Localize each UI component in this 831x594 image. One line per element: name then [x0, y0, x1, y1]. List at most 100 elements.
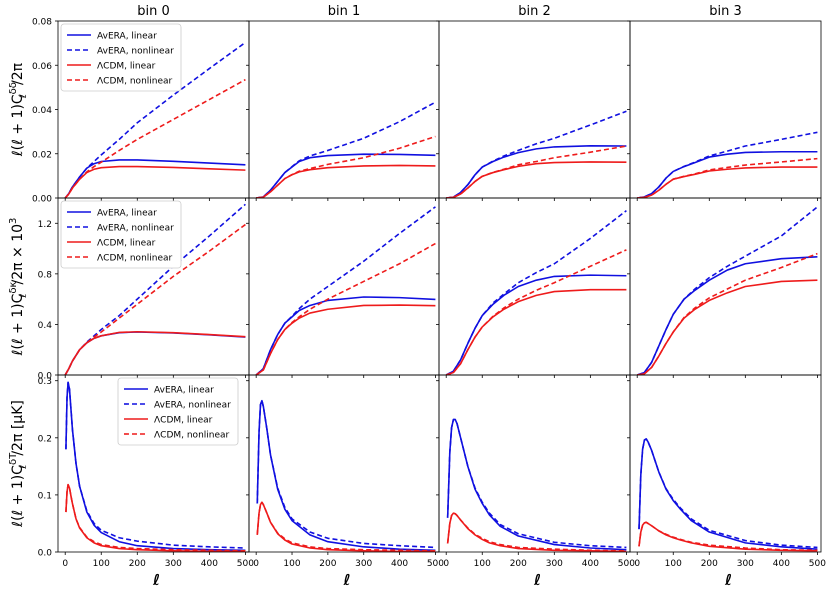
- panel-delta-T-1: 0 100 200 300 400 500 ℓ: [246, 374, 444, 589]
- series-line-avera-nonlinear: [636, 206, 818, 375]
- series-line-avera-nonlinear: [65, 381, 246, 549]
- x-tick-label: 300: [546, 559, 563, 569]
- x-tick-label: 400: [391, 559, 408, 569]
- series-line--cdm-nonlinear: [637, 252, 818, 375]
- series-line--cdm-nonlinear: [64, 223, 246, 375]
- column-title-bin-0: bin 0: [137, 4, 170, 19]
- legend-delta-delta: AvERA, linear AvERA, nonlinear ΛCDM, linea…: [60, 23, 182, 92]
- panel-delta-kappa-3: [627, 197, 822, 378]
- panel-frame: [438, 20, 631, 199]
- series-group: [65, 381, 246, 552]
- series-line--cdm-nonlinear: [256, 135, 436, 198]
- x-tick-label: 0: [634, 559, 640, 569]
- panel-delta-T-3: 0 100 200 300 400 500 ℓ: [627, 374, 826, 589]
- x-tick-label: 400: [201, 559, 218, 569]
- series-line-avera-nonlinear: [446, 418, 627, 549]
- plot-grid: bin 0 bin 1 bin 2 bin 3ℓ(ℓ + 1)Cδδℓ/2π0.000…: [8, 4, 826, 589]
- y-tick-label: 0.4: [38, 321, 53, 331]
- series-group: [256, 101, 436, 198]
- legend-delta-kappa: AvERA, linear AvERA, nonlinear ΛCDM, linea…: [60, 200, 182, 269]
- x-tick-label: 200: [701, 559, 718, 569]
- legend-label: ΛCDM, nonlinear: [154, 431, 230, 441]
- panel-delta-kappa-1: [246, 197, 440, 378]
- y-axis-label-delta-kappa: ℓ(ℓ + 1)Cδκℓ/2π × 103: [8, 218, 29, 357]
- x-tick-label: 500: [237, 559, 254, 569]
- legend-label: AvERA, nonlinear: [97, 47, 174, 57]
- series-line--cdm-linear: [446, 512, 627, 552]
- series-line-avera-nonlinear: [256, 101, 436, 198]
- panel-frame: [629, 197, 822, 376]
- series-line--cdm-linear: [446, 161, 627, 198]
- x-tick-label: 400: [582, 559, 599, 569]
- series-line-avera-nonlinear: [255, 206, 436, 375]
- series-line-avera-linear: [256, 153, 436, 198]
- x-tick-label: 0: [253, 559, 259, 569]
- y-axis-label-delta-delta: ℓ(ℓ + 1)Cδδℓ/2π: [8, 62, 29, 157]
- x-tick-label: 200: [319, 559, 336, 569]
- y-tick-label: 0.3: [38, 377, 52, 387]
- legend-box: [60, 200, 182, 269]
- series-group: [446, 110, 627, 198]
- y-tick-label: 0.2: [38, 434, 52, 444]
- panel-frame: [629, 374, 822, 553]
- panel-delta-kappa-2: [436, 197, 631, 378]
- series-line--cdm-nonlinear: [445, 249, 627, 375]
- x-tick-label: 200: [510, 559, 527, 569]
- panel-delta-delta-2: [436, 20, 631, 201]
- y-tick-label: 0.02: [32, 150, 52, 160]
- y-tick-label: 0.0: [38, 549, 53, 559]
- series-line--cdm-linear: [637, 279, 818, 375]
- legend-label: ΛCDM, linear: [97, 62, 156, 72]
- legend-box: [117, 377, 239, 446]
- panel-frame: [248, 20, 440, 199]
- column-title-bin-2: bin 2: [518, 4, 551, 19]
- series-line--cdm-linear: [64, 165, 246, 198]
- y-tick-label: 0.06: [32, 62, 52, 72]
- series-line--cdm-nonlinear: [255, 242, 436, 375]
- x-tick-label: 300: [355, 559, 372, 569]
- panel-delta-T-0: 0 100 200 300 400 500 ℓ: [55, 374, 254, 589]
- legend-label: AvERA, linear: [97, 32, 157, 42]
- panel-delta-delta-1: [246, 20, 440, 201]
- series-group: [446, 418, 627, 552]
- series-line-avera-linear: [638, 438, 818, 550]
- x-tick-label: 100: [283, 559, 300, 569]
- series-line-avera-linear: [256, 399, 436, 552]
- x-tick-label: 100: [474, 559, 491, 569]
- x-tick-label: 100: [93, 559, 110, 569]
- panel-delta-delta-3: [627, 20, 822, 201]
- series-group: [445, 210, 627, 375]
- series-line--cdm-nonlinear: [256, 501, 436, 552]
- legend-box: [60, 23, 182, 92]
- x-axis-label: ℓ: [533, 571, 541, 589]
- x-tick-label: 500: [618, 559, 635, 569]
- series-line-avera-nonlinear: [446, 110, 627, 198]
- column-title-bin-1: bin 1: [328, 4, 361, 19]
- series-line--cdm-linear: [637, 166, 818, 198]
- y-tick-label: 0.1: [38, 491, 52, 501]
- series-line-avera-linear: [64, 159, 246, 198]
- series-group: [636, 206, 818, 375]
- series-line--cdm-linear: [638, 521, 818, 552]
- series-group: [637, 131, 818, 198]
- series-group: [64, 41, 246, 198]
- y-tick-label: 1.2: [38, 220, 52, 230]
- legend-label: AvERA, linear: [154, 386, 214, 396]
- series-line--cdm-nonlinear: [65, 483, 246, 552]
- series-line--cdm-nonlinear: [638, 521, 818, 552]
- series-line--cdm-nonlinear: [446, 512, 627, 552]
- series-line--cdm-linear: [256, 164, 436, 198]
- x-tick-label: 300: [165, 559, 182, 569]
- series-line-avera-linear: [255, 296, 436, 375]
- y-tick-label: 0.04: [32, 106, 52, 116]
- x-tick-label: 100: [665, 559, 682, 569]
- x-tick-label: 300: [737, 559, 754, 569]
- series-line-avera-linear: [446, 144, 627, 198]
- y-tick-label: 0.0: [38, 372, 53, 382]
- panel-delta-delta-0: [55, 20, 250, 201]
- y-axis-label-delta-T: ℓ(ℓ + 1)CδTℓ/2π [μK]: [8, 400, 29, 528]
- legend-label: AvERA, nonlinear: [154, 401, 231, 411]
- legend-delta-T: AvERA, linear AvERA, nonlinear ΛCDM, linea…: [117, 377, 239, 446]
- series-line--cdm-nonlinear: [637, 157, 818, 198]
